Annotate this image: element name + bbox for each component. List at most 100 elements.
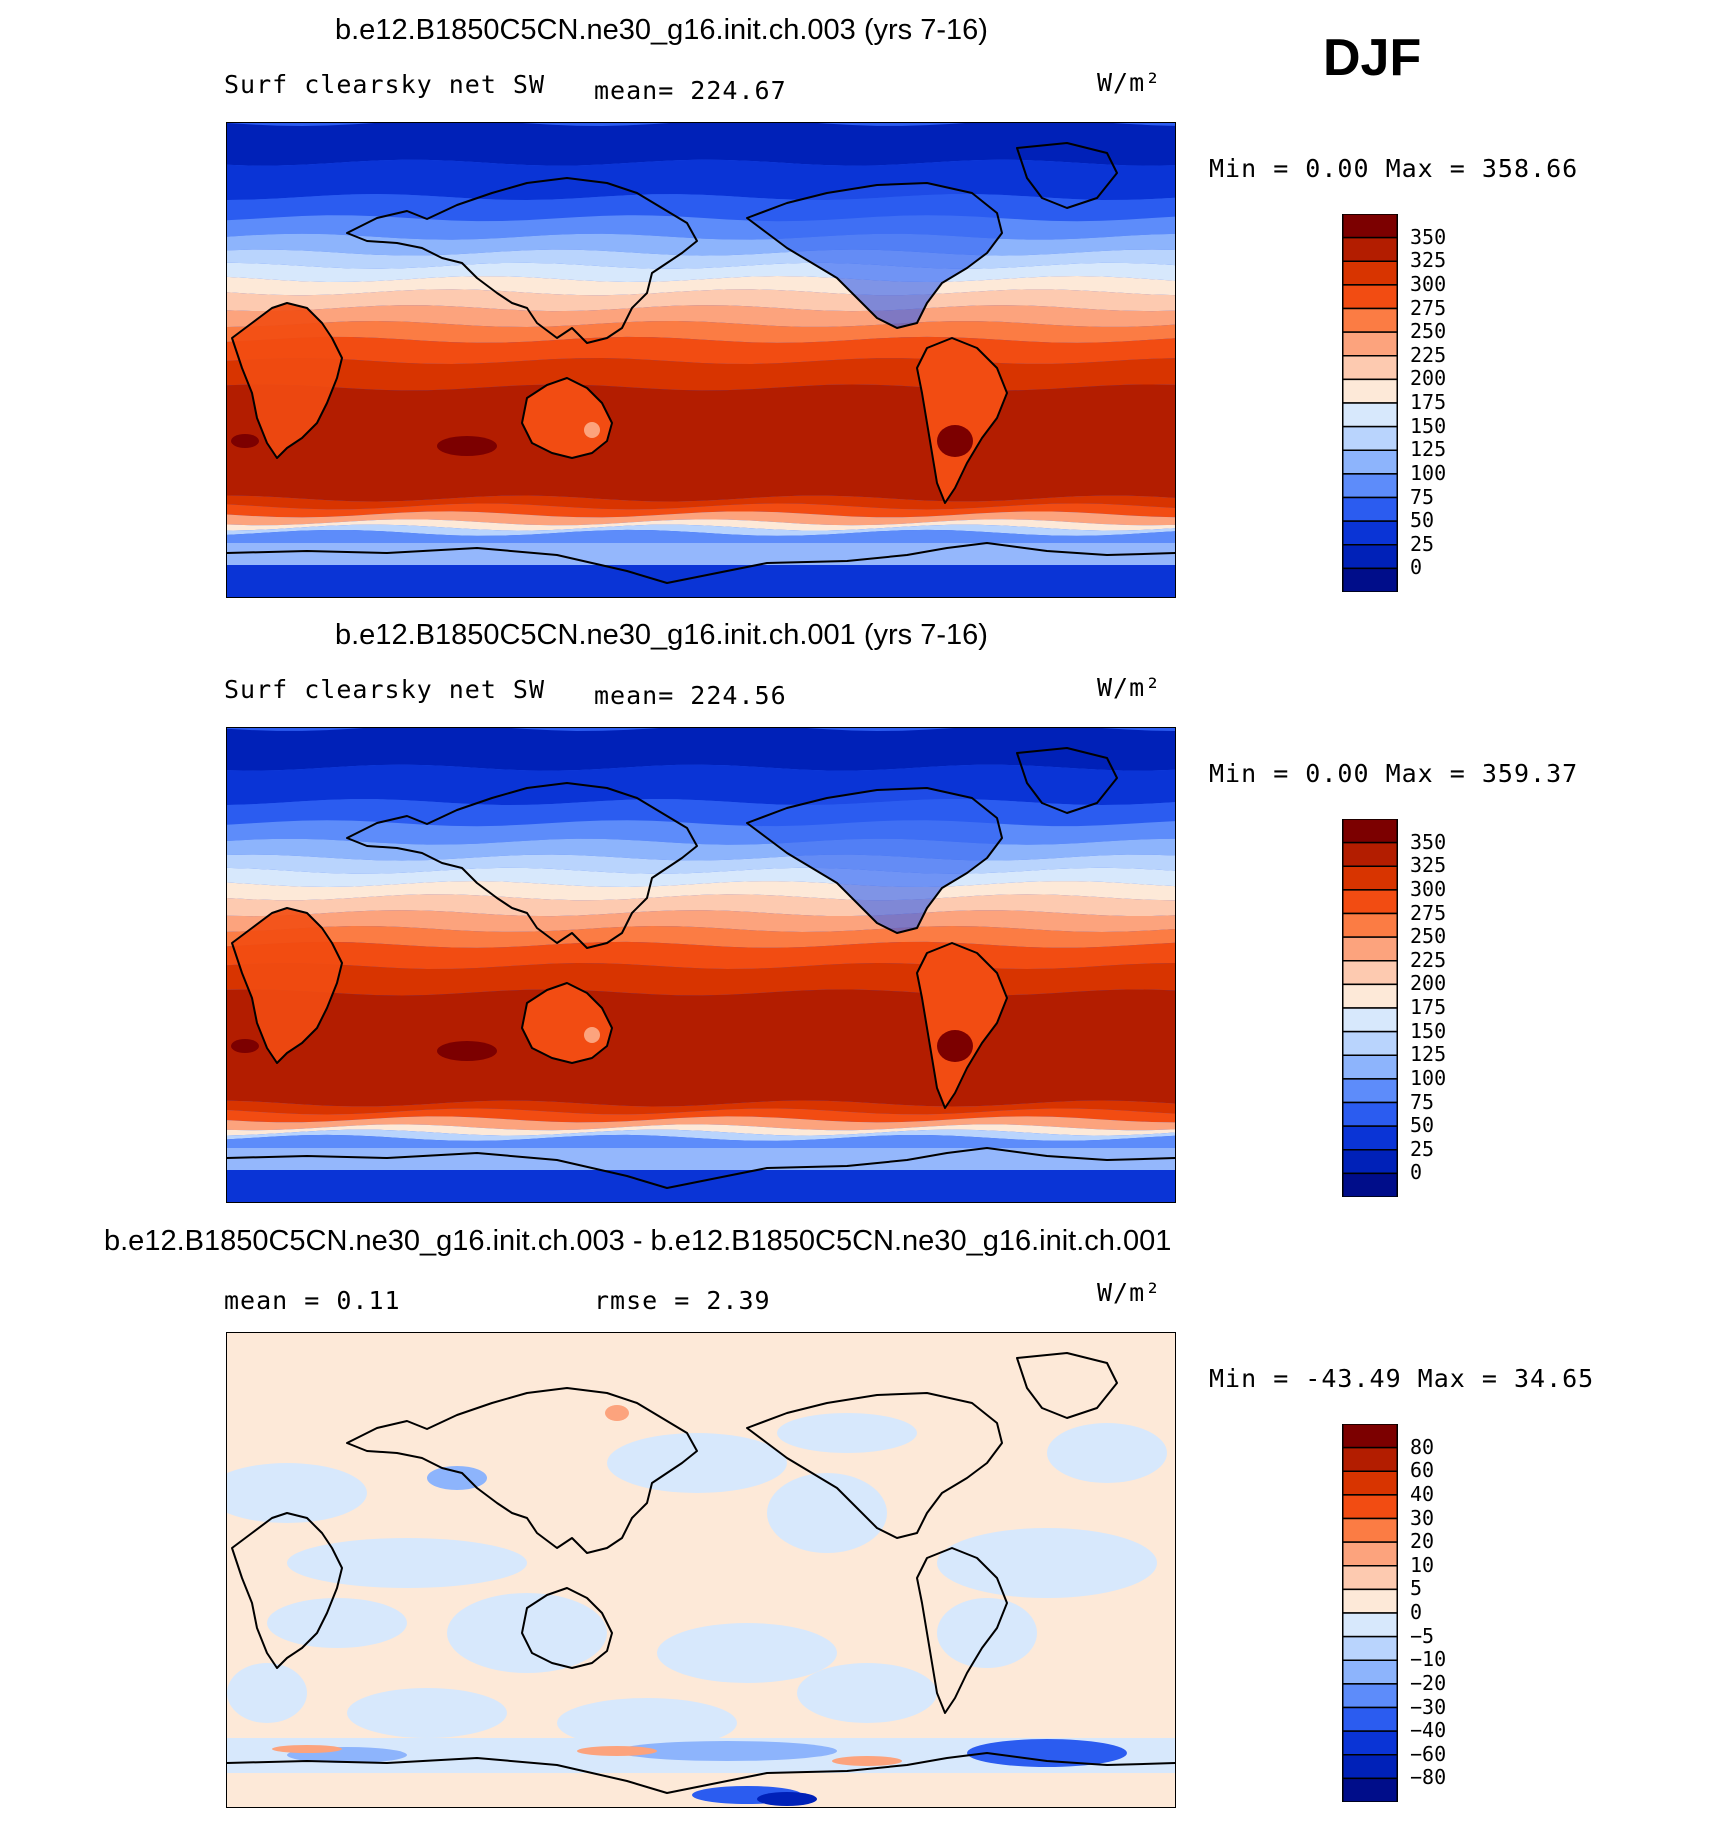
colorbar-tick-label: 100 xyxy=(1410,460,1447,485)
contour-map xyxy=(227,1333,1175,1807)
colorbar-tick-label: 20 xyxy=(1410,1529,1435,1554)
colorbar-tick-label: 275 xyxy=(1410,900,1447,925)
colorbar-box xyxy=(1342,1541,1398,1567)
coastline xyxy=(1016,747,1118,814)
colorbar-box xyxy=(1342,331,1398,357)
coastline xyxy=(521,377,613,459)
colorbar-box xyxy=(1342,378,1398,404)
colorbar-box xyxy=(1342,1588,1398,1614)
colorbar-tick-label: 275 xyxy=(1410,295,1447,320)
colorbar-tick-label: 300 xyxy=(1410,876,1447,901)
colorbar-tick-label: −5 xyxy=(1410,1623,1435,1648)
colorbar-box xyxy=(1342,1007,1398,1033)
panel-title: b.e12.B1850C5CN.ne30_g16.init.ch.003 - b… xyxy=(104,1225,1172,1257)
variable-label: Surf clearsky net SW xyxy=(224,675,546,704)
coastline xyxy=(346,782,698,949)
colorbar-tick-label: 60 xyxy=(1410,1458,1435,1483)
colorbar-tick-label: 200 xyxy=(1410,366,1447,391)
colorbar-box xyxy=(1342,402,1398,428)
panel-title: b.e12.B1850C5CN.ne30_g16.init.ch.003 (yr… xyxy=(335,14,988,46)
coastline xyxy=(916,1547,1008,1714)
coastline xyxy=(227,542,1175,584)
coastline xyxy=(916,337,1008,504)
units-label: W/m² xyxy=(1097,68,1162,97)
coastline xyxy=(346,1387,698,1554)
minmax-label: Min = 0.00 Max = 359.37 xyxy=(1209,759,1579,788)
colorbar-tick-label: 150 xyxy=(1410,413,1447,438)
minmax-label: Min = 0.00 Max = 358.66 xyxy=(1209,154,1579,183)
coastline xyxy=(227,1752,1175,1794)
units-label: W/m² xyxy=(1097,673,1162,702)
colorbar-box xyxy=(1342,425,1398,451)
colorbar-box xyxy=(1342,214,1398,239)
colorbar-tick-label: 175 xyxy=(1410,390,1447,414)
colorbar-box xyxy=(1342,544,1398,570)
colorbar-tick-label: 75 xyxy=(1410,1089,1435,1114)
colorbar-tick-label: 175 xyxy=(1410,995,1447,1019)
colorbar-box xyxy=(1342,449,1398,475)
colorbar-tick-label: −80 xyxy=(1410,1765,1447,1790)
colorbar-tick-label: 30 xyxy=(1410,1505,1435,1530)
colorbar-box xyxy=(1342,1446,1398,1472)
rmse-label: rmse = 2.39 xyxy=(594,1286,771,1315)
colorbar xyxy=(1342,819,1398,1197)
colorbar-box xyxy=(1342,936,1398,962)
coastline xyxy=(231,907,343,1064)
colorbar-box xyxy=(1342,1470,1398,1496)
coastline xyxy=(227,1147,1175,1189)
colorbar-box xyxy=(1342,520,1398,546)
colorbar-tick-label: 0 xyxy=(1410,555,1423,580)
colorbar-box xyxy=(1342,260,1398,286)
colorbar-box xyxy=(1342,1754,1398,1780)
colorbar-box xyxy=(1342,284,1398,310)
colorbar-tick-label: 350 xyxy=(1410,829,1447,854)
coastline xyxy=(231,302,343,459)
colorbar-box xyxy=(1342,236,1398,262)
mean-label: mean= 224.56 xyxy=(594,681,787,710)
coastline xyxy=(231,1512,343,1669)
colorbar-box xyxy=(1342,1149,1398,1175)
coastline xyxy=(1016,1352,1118,1419)
colorbar-tick-label: −60 xyxy=(1410,1741,1447,1766)
contour-map xyxy=(227,728,1175,1202)
colorbar-tick-label: 25 xyxy=(1410,1136,1435,1161)
units-label: W/m² xyxy=(1097,1278,1162,1307)
colorbar-tick-label: 325 xyxy=(1410,853,1447,878)
colorbar-box xyxy=(1342,841,1398,867)
coastline xyxy=(521,982,613,1064)
coastline xyxy=(916,942,1008,1109)
colorbar-box xyxy=(1342,307,1398,333)
colorbar-box xyxy=(1342,1683,1398,1709)
colorbar-box xyxy=(1342,1424,1398,1449)
coastline xyxy=(746,182,1003,329)
colorbar-tick-label: 150 xyxy=(1410,1018,1447,1043)
variable-label: Surf clearsky net SW xyxy=(224,70,546,99)
colorbar-tick-label: 200 xyxy=(1410,971,1447,996)
coastline xyxy=(746,1392,1003,1539)
colorbar-tick-label: 50 xyxy=(1410,1113,1435,1138)
colorbar-tick-label: 80 xyxy=(1410,1434,1435,1459)
colorbar-box xyxy=(1342,1730,1398,1756)
map-diff xyxy=(226,1332,1176,1808)
colorbar-box xyxy=(1342,1172,1398,1197)
colorbar-box xyxy=(1342,473,1398,499)
colorbar-tick-label: 25 xyxy=(1410,531,1435,556)
colorbar-box xyxy=(1342,1494,1398,1520)
colorbar-tick-label: 300 xyxy=(1410,271,1447,296)
colorbar-tick-label: −20 xyxy=(1410,1670,1447,1695)
coastline xyxy=(1016,142,1118,209)
colorbar-tick-label: −10 xyxy=(1410,1647,1447,1672)
mean-label: mean= 224.67 xyxy=(594,76,787,105)
coastline xyxy=(521,1587,613,1669)
map-run001 xyxy=(226,727,1176,1203)
colorbar-tick-label: 40 xyxy=(1410,1481,1435,1506)
coastline xyxy=(746,787,1003,934)
colorbar-box xyxy=(1342,496,1398,522)
colorbar-tick-label: 225 xyxy=(1410,947,1447,972)
colorbar-box xyxy=(1342,1706,1398,1732)
colorbar-box xyxy=(1342,983,1398,1009)
colorbar-tick-label: 10 xyxy=(1410,1552,1435,1577)
colorbar-box xyxy=(1342,865,1398,891)
colorbar-box xyxy=(1342,1565,1398,1591)
colorbar-box xyxy=(1342,1635,1398,1661)
